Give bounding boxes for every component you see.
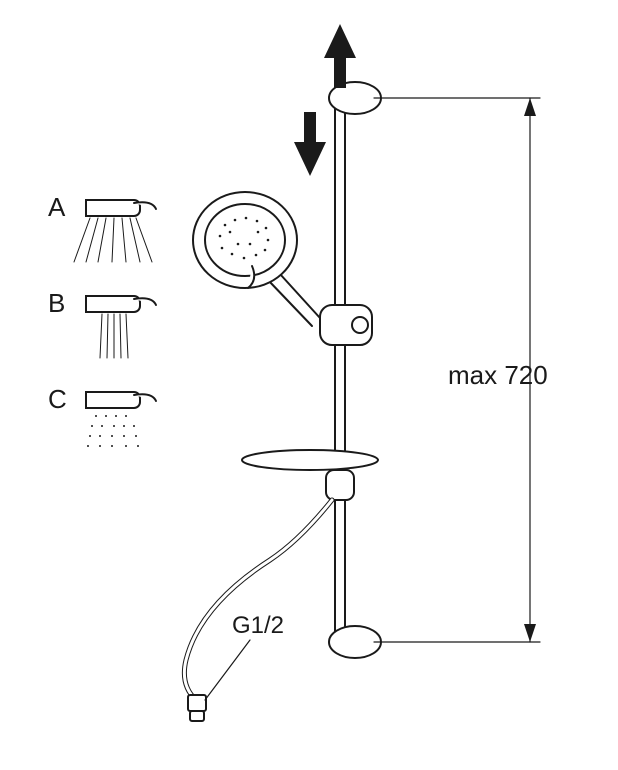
mode-label-B: B [48, 290, 65, 316]
height-label: max 720 [448, 362, 548, 388]
soap-dish [242, 450, 378, 470]
spray-mode-C [86, 392, 156, 447]
shower-hose [184, 500, 332, 721]
diagram-canvas: A B C G1/2 max 720 [0, 0, 618, 770]
mode-label-A: A [48, 194, 65, 220]
hand-shower [193, 192, 320, 326]
hose-guide [326, 470, 354, 500]
connector-leader [205, 640, 250, 700]
hose-connector [188, 695, 206, 721]
mode-label-C: C [48, 386, 67, 412]
spray-mode-A [74, 200, 156, 262]
slider-bracket [320, 305, 372, 345]
spray-mode-B [86, 296, 156, 358]
connector-label: G1/2 [232, 614, 284, 638]
